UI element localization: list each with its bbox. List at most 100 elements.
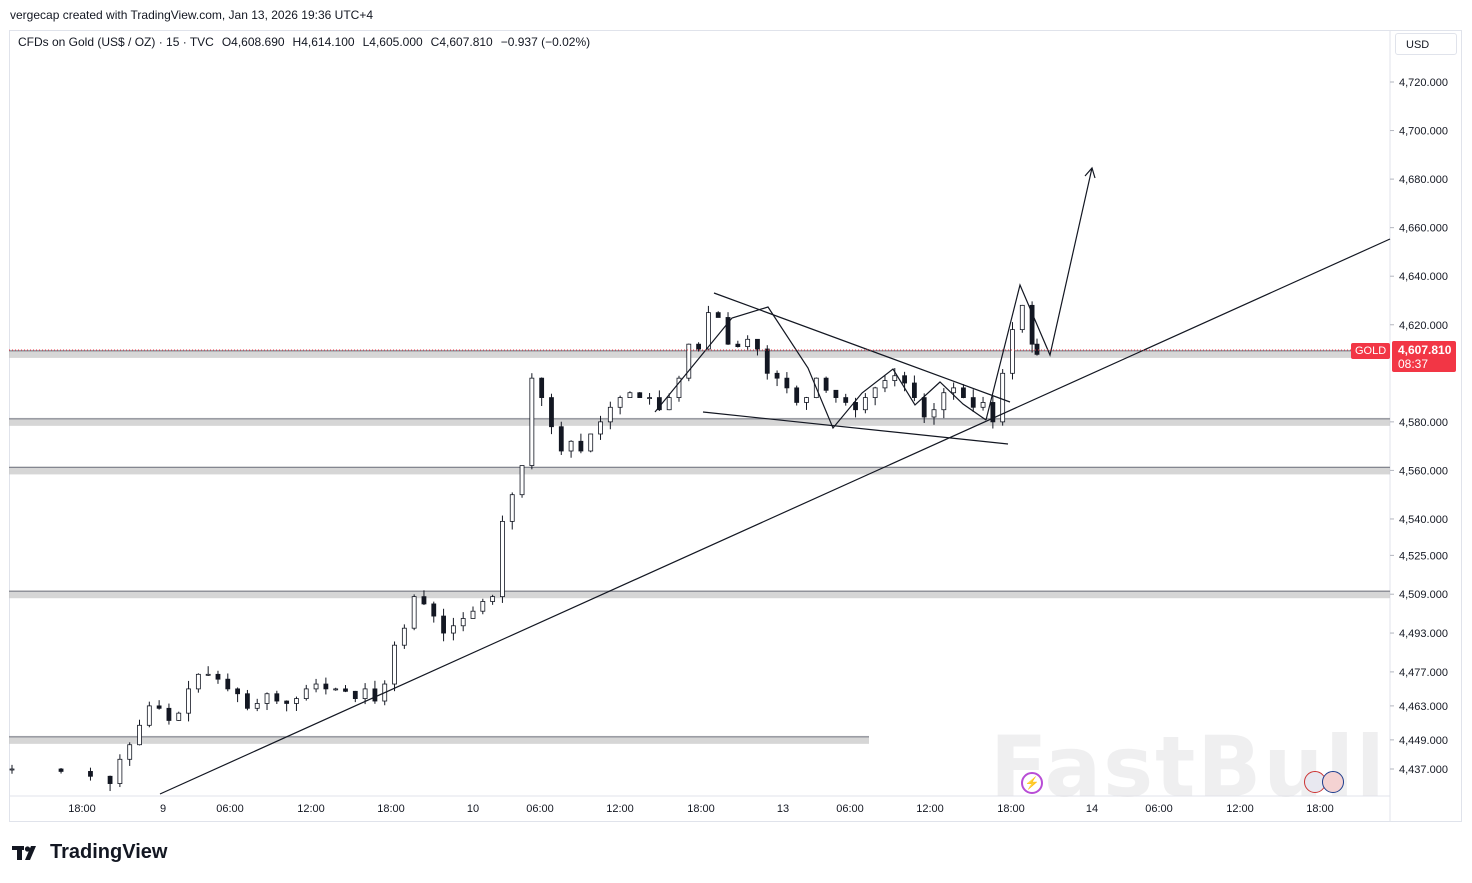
candle-body [902, 375, 907, 384]
x-tick-label: 12:00 [297, 803, 325, 815]
last-price-badge: 4,607.810 08:37 [1392, 341, 1456, 372]
drawings [159, 166, 1391, 795]
tv-logo-text: TradingView [50, 841, 168, 863]
support-zones [9, 349, 1390, 744]
candle-body [401, 627, 407, 646]
candle-body [941, 392, 947, 411]
support-zone [9, 590, 1390, 599]
wedge-lower-line [702, 411, 1009, 445]
candle-body [176, 712, 182, 721]
chart-caption: vergecap created with TradingView.com, J… [10, 8, 373, 22]
candle-body [509, 494, 515, 522]
lightning-event-icon[interactable]: ⚡ [1021, 772, 1043, 794]
candle-body [951, 387, 957, 394]
candle-body [617, 397, 623, 408]
candle-body [882, 380, 888, 389]
candle-body [313, 683, 319, 690]
candle-body [804, 397, 809, 403]
candle-body [284, 700, 290, 704]
candle-body [392, 644, 397, 685]
candle-body [490, 596, 496, 602]
candle-body [568, 440, 574, 452]
x-tick-label: 18:00 [1306, 803, 1334, 815]
x-tick-label: 12:00 [606, 803, 634, 815]
candle-body [362, 688, 368, 700]
watermark-logo: FastBull [990, 718, 1387, 816]
x-tick-label: 12:00 [1226, 803, 1254, 815]
wedge-upper-line [713, 292, 1011, 403]
candle-body [323, 683, 329, 690]
y-tick-label: 4,720.000 [1399, 77, 1448, 89]
candle-body [1029, 304, 1035, 345]
support-zone [9, 417, 1390, 426]
x-tick-label: 10 [467, 803, 479, 815]
candle-body [137, 724, 142, 746]
candle-body [755, 338, 760, 350]
symbol-badge: GOLD [1351, 343, 1391, 359]
candle-body [195, 673, 201, 690]
candle-body [549, 397, 554, 428]
candle-body [519, 465, 525, 496]
candle-body [990, 402, 996, 423]
ascending-trendline [159, 238, 1391, 795]
candle-body [666, 397, 672, 411]
candle-body [480, 601, 486, 612]
tradingview-logo[interactable]: TradingView [12, 841, 167, 864]
candle-body [215, 673, 221, 680]
candle-body [588, 433, 594, 452]
projection-arrow-head [1084, 166, 1096, 179]
x-tick-label: 12:00 [916, 803, 944, 815]
candle-body [235, 688, 240, 695]
x-tick-label: 18:00 [997, 803, 1025, 815]
candle-body [450, 625, 456, 634]
support-zone [9, 466, 1390, 475]
candle-body [245, 693, 250, 709]
candle-body [274, 693, 280, 702]
candle-body [352, 690, 358, 700]
candle-body [1000, 372, 1006, 423]
candle-body [146, 705, 152, 726]
legend-change: −0.937 (−0.02%) [500, 35, 591, 49]
candle-body [784, 377, 790, 389]
candle-body [843, 397, 849, 403]
y-tick-label: 4,640.000 [1399, 271, 1448, 283]
candle-body [637, 392, 643, 398]
candle-body [460, 618, 466, 627]
candle-body [264, 693, 270, 704]
y-tick-label: 4,477.000 [1399, 667, 1448, 679]
legend-close: C4,607.810 [430, 35, 493, 49]
candle-body [892, 375, 898, 381]
candle-body [961, 387, 966, 398]
candle-body [431, 603, 437, 617]
candle-body [343, 688, 348, 692]
candle-body [470, 610, 476, 619]
support-zone [9, 349, 1390, 358]
my-flag-event-icon[interactable] [1322, 771, 1344, 793]
candle-body [205, 673, 211, 676]
candle-body [676, 377, 682, 398]
candle-body [1034, 343, 1040, 355]
x-tick-label: 18:00 [377, 803, 405, 815]
currency-button[interactable]: USD [1395, 33, 1457, 55]
candle-body [686, 343, 692, 379]
legend-low: L4,605.000 [362, 35, 423, 49]
tv-logo-icon [12, 845, 36, 860]
candle-body [372, 688, 378, 702]
candle-body [441, 615, 446, 634]
candle-body [696, 343, 702, 350]
candle-body [166, 707, 172, 721]
candle-body [333, 688, 339, 691]
candle-body [303, 688, 309, 700]
candle-body [794, 387, 800, 403]
candle-body [774, 372, 780, 379]
candle-body [421, 596, 427, 605]
candle-body [294, 698, 299, 704]
y-tick-label: 4,540.000 [1399, 514, 1448, 526]
x-tick-label: 06:00 [216, 803, 244, 815]
y-tick-label: 4,660.000 [1399, 223, 1448, 235]
legend-symbol[interactable]: CFDs on Gold (US$ / OZ) · 15 · TVC [18, 35, 214, 49]
candle-body [647, 397, 652, 399]
candle-body [58, 768, 64, 772]
candle-body [558, 426, 564, 452]
